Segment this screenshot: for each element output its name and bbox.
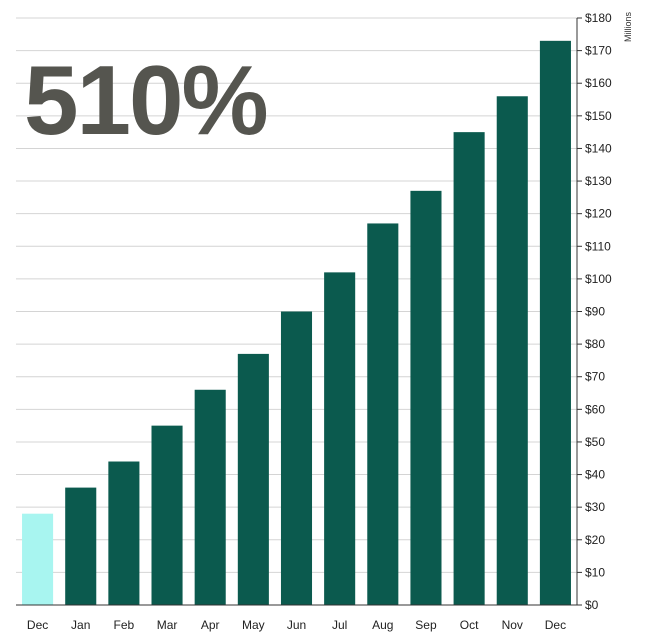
y-tick-label: $10: [585, 565, 605, 579]
bar-aug-8: [367, 223, 399, 605]
x-tick-label: Oct: [460, 618, 479, 632]
x-tick-label: Dec: [27, 618, 48, 632]
bar-mar-3: [151, 425, 183, 605]
y-tick-label: $50: [585, 435, 605, 449]
x-tick-label: Aug: [372, 618, 393, 632]
y-tick-label: $160: [585, 76, 612, 90]
bar-dec-0: [22, 513, 54, 605]
y-tick-label: $80: [585, 337, 605, 351]
y-tick-label: $0: [585, 598, 599, 612]
bar-jul-7: [324, 272, 356, 605]
bar-feb-2: [108, 461, 140, 605]
x-tick-label: Jan: [71, 618, 90, 632]
x-tick-label: Feb: [114, 618, 135, 632]
y-tick-label: $30: [585, 500, 605, 514]
y-tick-label: $90: [585, 305, 605, 319]
bars: [22, 40, 571, 606]
bar-nov-11: [496, 96, 528, 606]
bar-oct-10: [453, 132, 485, 605]
y-tick-label: $130: [585, 174, 612, 188]
x-axis: Dec Jan Feb Mar Apr May Jun Jul Aug Sep Oct Nov Dec: [16, 604, 577, 632]
y-tick-label: $140: [585, 141, 612, 155]
y-axis-unit-label: Millions: [623, 11, 633, 42]
y-tick-label: $100: [585, 272, 612, 286]
bar-may-5: [237, 353, 269, 605]
bar-jun-6: [280, 311, 313, 605]
y-tick-label: $70: [585, 370, 605, 384]
y-tick-label: $40: [585, 468, 605, 482]
y-tick-label: $170: [585, 44, 612, 58]
y-tick-label: $120: [585, 207, 612, 221]
y-tick-label: $180: [585, 11, 612, 25]
bar-dec-12: [539, 40, 571, 605]
bar-jan-1: [65, 487, 97, 605]
x-tick-label: Sep: [415, 618, 437, 632]
bar-sep-9: [410, 190, 442, 605]
y-axis: $0 $10 $20 $30 $40 $50 $60 $70 $80 $90 $100 $110 $12…: [576, 11, 612, 612]
y-tick-label: $60: [585, 402, 605, 416]
y-tick-label: $20: [585, 533, 605, 547]
x-tick-label: Mar: [157, 618, 178, 632]
headline-percentage: 510%: [24, 45, 267, 155]
x-tick-label: Jul: [332, 618, 347, 632]
x-tick-label: Jun: [287, 618, 306, 632]
y-tick-label: $110: [585, 239, 611, 253]
y-tick-label: $150: [585, 109, 612, 123]
x-tick-label: Apr: [201, 618, 220, 632]
bar-apr-4: [194, 389, 226, 605]
x-tick-label: Dec: [545, 618, 566, 632]
x-tick-label: Nov: [502, 618, 523, 632]
x-tick-label: May: [242, 618, 265, 632]
